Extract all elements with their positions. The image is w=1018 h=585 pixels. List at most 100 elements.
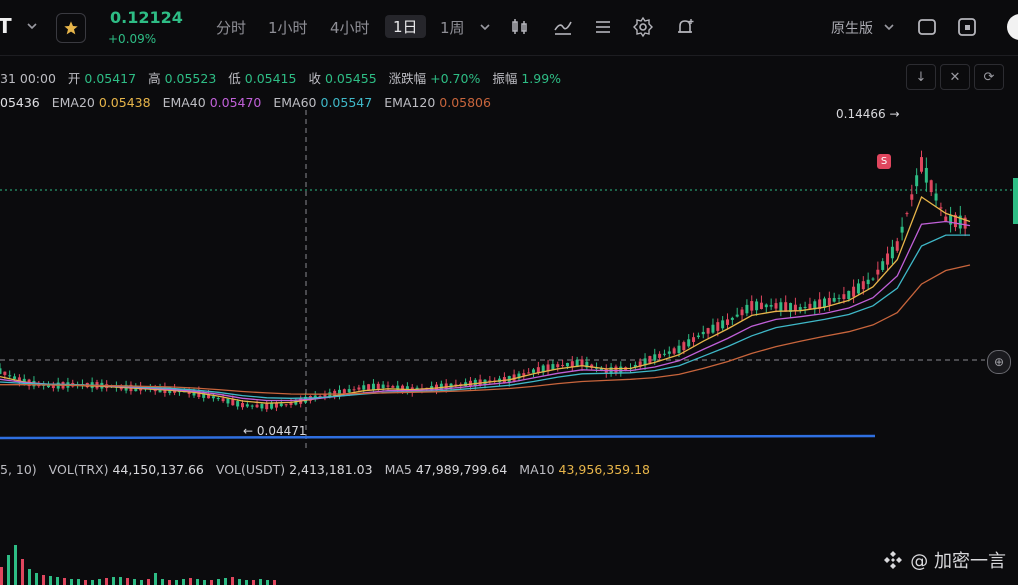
candle-body (808, 303, 812, 309)
symbol-label[interactable]: T (0, 14, 12, 38)
candle-body (866, 279, 870, 285)
refresh-button[interactable]: ⟳ (974, 64, 1004, 90)
volume-bar (98, 579, 101, 585)
low-value: 0.05415 (244, 71, 297, 86)
candle-body (813, 301, 817, 310)
version-selector[interactable]: 原生版 (831, 21, 873, 37)
high-label: 高 (148, 71, 161, 86)
candle-body (338, 389, 341, 396)
volume-bar (126, 578, 129, 585)
tab-timeframe-1d[interactable]: 1日 (385, 15, 426, 38)
candle-body (653, 354, 657, 361)
collapse-button[interactable]: ✕ (940, 64, 970, 90)
tab-timeframe-4h[interactable]: 4小时 (330, 19, 370, 37)
candle-body (803, 306, 807, 309)
window-icon[interactable] (916, 16, 938, 38)
candle-body (648, 356, 652, 364)
gear-icon[interactable] (632, 16, 654, 38)
tab-timeframe-1w[interactable]: 1周 (440, 19, 465, 37)
candle-body (827, 297, 831, 306)
sell-signal-badge[interactable]: S (877, 154, 891, 169)
candle-body (255, 404, 259, 408)
high-value: 0.05523 (164, 71, 217, 86)
candle-body (963, 217, 967, 229)
candle-body (852, 286, 856, 297)
price-chart[interactable] (0, 110, 1018, 450)
candle-body (367, 384, 371, 391)
favorite-star-button[interactable] (56, 13, 86, 43)
vol-trx-label: VOL(TRX) (48, 462, 109, 477)
candle-body (638, 361, 642, 367)
candle-body (245, 404, 249, 407)
volume-bar (7, 555, 10, 585)
vol-usdt-value: 2,413,181.03 (289, 462, 373, 477)
volume-bar (252, 580, 255, 585)
candle-body (658, 353, 662, 358)
binance-logo-icon (884, 551, 903, 569)
volume-bar (105, 578, 108, 585)
candle-body (211, 396, 215, 399)
candle-body (241, 403, 244, 408)
candle-body (231, 399, 235, 406)
candle-body (347, 389, 351, 393)
candle-body (886, 253, 890, 265)
candle-body (8, 375, 12, 377)
candle-body (818, 299, 822, 309)
scroll-down-button[interactable]: ↓ (906, 64, 936, 90)
candle-body (226, 398, 230, 404)
volume-bar (182, 579, 185, 585)
candle-body (920, 157, 923, 172)
candle-body (793, 304, 797, 312)
crosshair-add-icon[interactable]: ⊕ (987, 350, 1011, 374)
candle-body (250, 405, 254, 407)
ma10-label: MA10 (519, 462, 555, 477)
watermark: @ 加密一言 (882, 547, 1006, 573)
candle-body (274, 403, 278, 408)
candle-body (716, 322, 720, 331)
indicator-icon[interactable] (552, 16, 574, 38)
chevron-down-icon[interactable] (883, 21, 895, 33)
candle-body (730, 317, 734, 320)
tab-timeframe-1h[interactable]: 1小时 (268, 19, 308, 37)
volume-bar (245, 580, 248, 585)
candlestick-icon[interactable] (509, 16, 531, 38)
avatar[interactable] (1007, 14, 1018, 40)
candle-body (270, 403, 274, 409)
volume-bar (91, 580, 94, 585)
tab-timeframe-fenshi[interactable]: 分时 (216, 19, 247, 37)
volume-bar (77, 579, 80, 585)
volume-bar (154, 573, 157, 585)
amplitude-label: 振幅 (492, 71, 518, 86)
candle-body (371, 383, 375, 391)
candle-body (871, 278, 875, 280)
candle-body (876, 269, 880, 275)
volume-bar (238, 579, 241, 585)
candle-body (585, 361, 589, 368)
candle-body (202, 392, 206, 398)
ema60-label: EMA60 (273, 95, 317, 110)
volume-bar (112, 577, 115, 585)
ema-legend: 05436 EMA20 0.05438 EMA40 0.05470 EMA60 … (0, 95, 491, 110)
candle-body (701, 331, 705, 335)
volume-bar (168, 580, 171, 585)
settings-list-icon[interactable] (592, 16, 614, 38)
fullscreen-icon[interactable] (956, 16, 978, 38)
ema20-value: 0.05438 (98, 95, 151, 110)
candle-body (861, 281, 865, 290)
price-change-pct: +0.09% (108, 32, 157, 46)
volume-bar (273, 580, 276, 585)
candle-body (532, 369, 535, 373)
volume-bar (63, 578, 66, 585)
chevron-down-icon[interactable] (26, 20, 38, 32)
candle-body (546, 364, 550, 372)
candle-body (958, 215, 962, 229)
candle-body (352, 389, 356, 391)
volume-bar (42, 575, 45, 585)
volume-bar (175, 580, 178, 585)
alert-bell-icon[interactable] (674, 16, 696, 38)
ema120-line (0, 264, 971, 395)
open-label: 开 (67, 71, 81, 86)
change-value: +0.70% (430, 71, 481, 86)
chevron-down-icon[interactable] (479, 21, 491, 33)
candle-body (570, 361, 574, 367)
